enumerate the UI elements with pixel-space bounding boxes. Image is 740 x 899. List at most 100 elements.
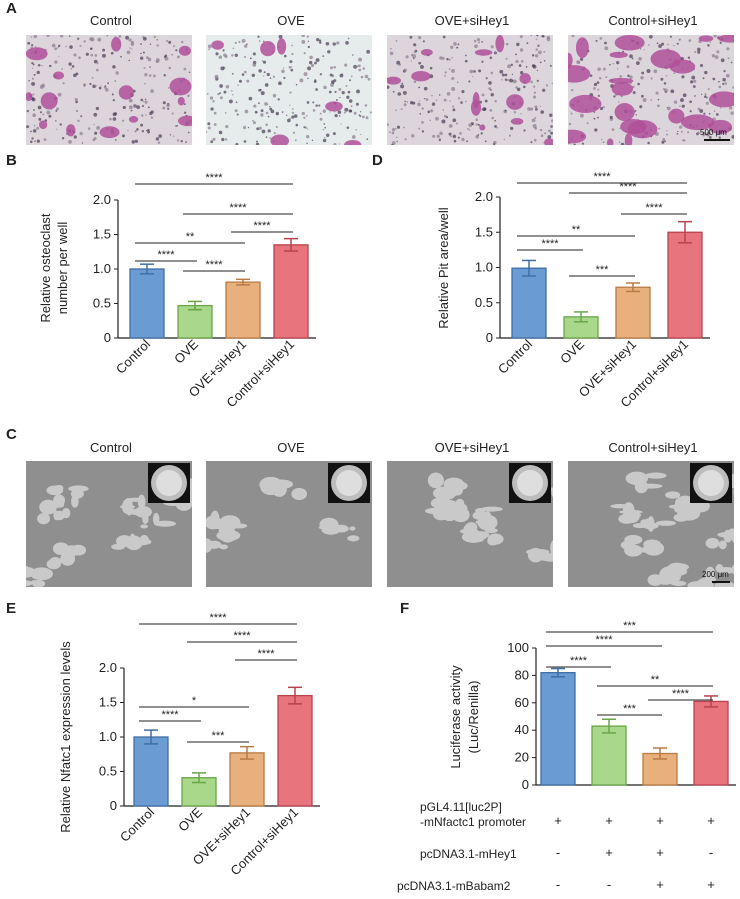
- resorption-pit: [643, 518, 653, 527]
- significance-label: ****: [257, 648, 275, 660]
- osteoclast-cell: [26, 92, 33, 102]
- resorption-pit: [537, 552, 552, 561]
- panel-c-title-ove-sihey1: OVE+siHey1: [434, 440, 510, 455]
- resorption-pit: [637, 474, 646, 487]
- y-tick-label: 1.5: [99, 695, 117, 710]
- bar: [667, 231, 703, 339]
- x-tick-label: OVE: [171, 336, 201, 366]
- resorption-pit: [220, 533, 235, 543]
- significance-label: **: [186, 231, 195, 243]
- osteoclast-cell: [611, 81, 634, 96]
- y-tick-label: 1.5: [93, 227, 111, 242]
- resorption-pit: [717, 567, 734, 574]
- resorption-pit: [439, 498, 448, 514]
- chart-b: 0 0.5 1.0 1.5 2.0 Relative osteoclast number p…: [38, 172, 316, 410]
- y-axis-label: (Luc/Renilla): [466, 681, 481, 754]
- x-tick-label: Control: [113, 336, 153, 376]
- condition-label-luc2p-line2: -mNfactc1 promoter: [420, 815, 527, 829]
- y-tick-label: 2.0: [93, 192, 111, 207]
- osteoclast-cell: [118, 85, 134, 100]
- resorption-pit: [206, 515, 222, 530]
- y-tick-label: 1.5: [475, 224, 493, 239]
- osteoclast-cell: [479, 124, 486, 131]
- osteoclast-cell: [387, 76, 402, 85]
- resorption-pit: [37, 513, 51, 525]
- y-tick-label: 0.5: [93, 296, 111, 311]
- osteoclast-cell: [325, 101, 343, 112]
- condition-sign: +: [554, 813, 562, 828]
- resorption-pit: [68, 485, 89, 492]
- y-tick-label: 2.0: [99, 660, 117, 675]
- bar: [229, 752, 265, 807]
- condition-sign: -: [709, 845, 713, 860]
- panel-b-letter: B: [6, 152, 17, 169]
- resorption-pit: [659, 566, 681, 582]
- osteoclast-cell: [717, 35, 734, 43]
- significance-label: **: [651, 674, 660, 686]
- y-tick-label: 1.0: [93, 261, 111, 276]
- resorption-pit: [632, 523, 648, 529]
- chart-f: 0 20 40 60 80 100 Luciferase activity (Luc/Reni…: [448, 620, 736, 792]
- y-axis-label: Luciferase activity: [448, 665, 463, 769]
- resorption-pit: [484, 527, 498, 534]
- osteoclast-cell: [177, 96, 185, 106]
- resorption-pit: [487, 536, 499, 546]
- resorption-pit: [451, 507, 470, 523]
- bar: [615, 286, 651, 339]
- condition-sign: -: [607, 877, 611, 892]
- y-tick-label: 40: [515, 722, 529, 737]
- panel-c-letter: C: [6, 426, 17, 443]
- osteoclast-cell: [609, 51, 628, 58]
- resorption-pit: [655, 520, 677, 526]
- y-tick-label: 0: [522, 777, 529, 792]
- y-tick-label: 1.0: [99, 729, 117, 744]
- x-tick-label: OVE: [175, 804, 205, 834]
- bar: [511, 267, 547, 339]
- resorption-pit: [229, 523, 248, 529]
- bar: [177, 304, 213, 339]
- resorption-pit: [269, 479, 294, 489]
- condition-label-luc2p: pGL4.11[luc2P] -mNfactc1 promoter: [420, 800, 526, 830]
- resorption-pit: [32, 579, 46, 587]
- resorption-pit: [349, 526, 356, 531]
- well-inset: [509, 463, 551, 503]
- panel-c-title-control: Control: [90, 440, 132, 455]
- resorption-pit: [207, 540, 222, 549]
- resorption-pit: [723, 529, 733, 543]
- resorption-pit: [610, 504, 630, 509]
- significance-label: ****: [209, 612, 227, 624]
- osteoclast-cell: [575, 37, 589, 59]
- osteoclast-cell: [260, 41, 276, 57]
- panel-c-title-ove: OVE: [277, 440, 305, 455]
- significance-label: ****: [205, 172, 223, 184]
- resorption-pit: [551, 488, 553, 498]
- osteoclast-cell: [177, 115, 192, 127]
- osteoclast-cell: [650, 49, 682, 69]
- condition-sign: -: [556, 845, 560, 860]
- panel-d-letter: D: [372, 152, 383, 169]
- resorption-pit: [427, 472, 444, 489]
- resorption-pit: [695, 578, 714, 587]
- resorption-pit: [629, 512, 641, 518]
- resorption-pit: [477, 514, 498, 531]
- resorption-pit: [63, 545, 79, 557]
- osteoclast-cell: [38, 120, 48, 130]
- panel-c-scale-bar-label: 200 μm: [702, 570, 729, 579]
- bar: [277, 694, 313, 807]
- significance-label: ***: [623, 620, 637, 632]
- resorption-pit: [30, 567, 54, 581]
- condition-sign: +: [707, 813, 715, 828]
- significance-label: ****: [541, 238, 559, 250]
- osteoclast-cell: [420, 48, 433, 56]
- bar: [129, 268, 165, 339]
- panel-c-scale-bar: [712, 581, 730, 583]
- osteoclast-cell: [569, 94, 602, 114]
- osteoclast-cell: [169, 77, 192, 96]
- osteoclast-cell: [111, 37, 122, 52]
- panel-e-letter: E: [6, 600, 17, 617]
- osteoclast-cell: [270, 134, 290, 145]
- resorption-pit: [71, 495, 79, 508]
- resorption-pit: [465, 522, 478, 533]
- significance-label: ****: [595, 634, 613, 646]
- y-tick-label: 80: [515, 667, 529, 682]
